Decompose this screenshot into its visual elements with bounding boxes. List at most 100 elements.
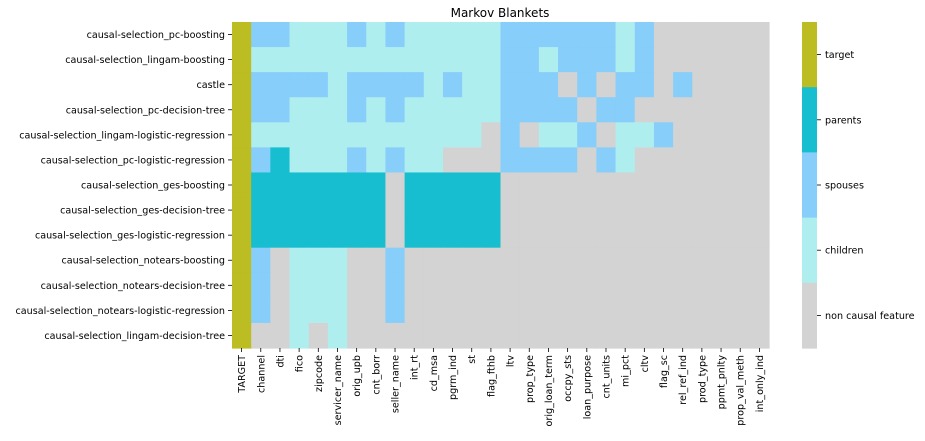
heatmap-cell-causal-selection-ges-decision-tree-cnt-units <box>596 197 617 224</box>
heatmap-cell-causal-selection-pc-logistic-regression-channel <box>251 147 271 174</box>
heatmap-cell-causal-selection-pc-decision-tree-zipcode <box>308 97 329 123</box>
heatmap-cell-causal-selection-notears-decision-tree-ltv <box>500 272 521 299</box>
heatmap-cell-causal-selection-notears-logistic-regression-target <box>232 297 252 324</box>
heatmap-cell-causal-selection-pc-logistic-regression-dti <box>270 147 291 174</box>
heatmap-cell-causal-selection-ges-decision-tree-channel <box>251 197 271 224</box>
column-label-st: st <box>467 355 478 364</box>
heatmap-cell-causal-selection-ges-decision-tree-cltv <box>634 197 655 224</box>
heatmap-cell-causal-selection-notears-logistic-regression-cnt-borr <box>366 297 387 324</box>
heatmap-cell-castle-flag-fthb <box>481 72 502 98</box>
column-label-target: TARGET <box>237 355 248 394</box>
column-label-cnt-borr: cnt_borr <box>371 355 382 395</box>
heatmap-cell-causal-selection-ges-boosting-cnt-borr <box>366 172 387 199</box>
heatmap-cell-causal-selection-ges-logistic-regression-dti <box>270 222 291 249</box>
heatmap-cell-causal-selection-pc-logistic-regression-cd-msa <box>423 147 444 174</box>
heatmap-cell-causal-selection-pc-logistic-regression-target <box>232 147 252 174</box>
heatmap-cell-causal-selection-lingam-boosting-channel <box>251 47 271 73</box>
heatmap-cell-causal-selection-ges-logistic-regression-prop-type <box>519 222 540 249</box>
heatmap-cell-causal-selection-notears-decision-tree-mi-pct <box>615 272 636 299</box>
heatmap-cell-causal-selection-ges-logistic-regression-fico <box>289 222 310 249</box>
heatmap-cell-causal-selection-ges-logistic-regression-st <box>462 222 482 249</box>
heatmap-cell-causal-selection-lingam-boosting-flag-sc <box>653 47 674 73</box>
heatmap-cell-causal-selection-ges-decision-tree-int-rt <box>404 197 425 224</box>
heatmap-cell-causal-selection-lingam-boosting-st <box>462 47 482 73</box>
heatmap-cell-causal-selection-lingam-boosting-zipcode <box>308 47 329 73</box>
heatmap-cell-castle-seller-name <box>385 72 406 98</box>
heatmap-cell-causal-selection-lingam-decision-tree-orig-loan-term <box>538 322 559 349</box>
column-label-cltv: cltv <box>640 355 651 373</box>
heatmap-cell-causal-selection-notears-logistic-regression-orig-loan-term <box>538 297 559 324</box>
row-label-causal-selection-notears-decision-tree: causal-selection_notears-decision-tree <box>41 281 225 292</box>
heatmap-cell-causal-selection-notears-boosting-cnt-borr <box>366 247 387 274</box>
heatmap-cell-causal-selection-ges-boosting-int-only-ind <box>749 172 770 199</box>
heatmap-cell-causal-selection-lingam-logistic-regression-int-only-ind <box>749 122 770 148</box>
heatmap-cell-causal-selection-notears-decision-tree-cltv <box>634 272 655 299</box>
heatmap-cell-causal-selection-notears-decision-tree-int-rt <box>404 272 425 299</box>
heatmap-cell-causal-selection-lingam-logistic-regression-seller-name <box>385 122 406 148</box>
heatmap-cell-causal-selection-pc-boosting-loan-purpose <box>577 22 597 48</box>
column-label-flag-sc: flag_sc <box>659 355 670 388</box>
heatmap-cell-causal-selection-lingam-decision-tree-seller-name <box>385 322 406 349</box>
heatmap-cell-causal-selection-ges-logistic-regression-ppmt-pnlty <box>711 222 732 249</box>
heatmap-cell-causal-selection-notears-boosting-fico <box>289 247 310 274</box>
heatmap-cell-causal-selection-notears-logistic-regression-servicer-name <box>327 297 348 324</box>
heatmap-cell-causal-selection-notears-decision-tree-cnt-borr <box>366 272 387 299</box>
heatmap-cell-causal-selection-lingam-decision-tree-dti <box>270 322 291 349</box>
heatmap-cell-causal-selection-ges-decision-tree-pgrm-ind <box>442 197 463 224</box>
heatmap-cell-causal-selection-lingam-boosting-seller-name <box>385 47 406 73</box>
heatmap-cell-causal-selection-pc-boosting-servicer-name <box>327 22 348 48</box>
column-label-pgrm-ind: pgrm_ind <box>448 355 459 400</box>
heatmap-cell-causal-selection-notears-decision-tree-target <box>232 272 252 299</box>
heatmap-cell-causal-selection-notears-boosting-mi-pct <box>615 247 636 274</box>
heatmap-cell-causal-selection-ges-boosting-pgrm-ind <box>442 172 463 199</box>
heatmap-cell-causal-selection-notears-logistic-regression-rel-ref-ind <box>673 297 693 324</box>
heatmap-cell-causal-selection-lingam-boosting-cd-msa <box>423 47 444 73</box>
heatmap-cell-causal-selection-pc-decision-tree-seller-name <box>385 97 406 123</box>
heatmap-cell-causal-selection-lingam-decision-tree-st <box>462 322 482 349</box>
heatmap-cell-causal-selection-ges-boosting-cltv <box>634 172 655 199</box>
heatmap-cell-causal-selection-pc-decision-tree-fico <box>289 97 310 123</box>
heatmap-cell-causal-selection-lingam-decision-tree-cltv <box>634 322 655 349</box>
heatmap-cell-causal-selection-ges-logistic-regression-target <box>232 222 252 249</box>
heatmap-cell-castle-cnt-units <box>596 72 617 98</box>
heatmap-cell-causal-selection-notears-boosting-cd-msa <box>423 247 444 274</box>
heatmap-cell-causal-selection-pc-logistic-regression-occpy-sts <box>558 147 578 174</box>
heatmap-cell-causal-selection-notears-boosting-prop-type <box>519 247 540 274</box>
heatmap-cell-causal-selection-pc-boosting-dti <box>270 22 291 48</box>
heatmap-cell-causal-selection-pc-logistic-regression-int-only-ind <box>749 147 770 174</box>
heatmap-cell-causal-selection-lingam-decision-tree-flag-fthb <box>481 322 502 349</box>
heatmap-cell-causal-selection-lingam-boosting-orig-upb <box>347 47 367 73</box>
colorbar-label-parents: parents <box>825 115 861 126</box>
heatmap-cell-castle-zipcode <box>308 72 329 98</box>
row-label-causal-selection-pc-logistic-regression: causal-selection_pc-logistic-regression <box>41 155 225 166</box>
heatmap-cell-causal-selection-pc-boosting-mi-pct <box>615 22 636 48</box>
column-label-flag-fthb: flag_fthb <box>486 355 497 397</box>
heatmap-cell-causal-selection-lingam-decision-tree-loan-purpose <box>577 322 597 349</box>
heatmap-cell-causal-selection-notears-logistic-regression-cnt-units <box>596 297 617 324</box>
heatmap-cell-causal-selection-lingam-decision-tree-int-only-ind <box>749 322 770 349</box>
heatmap-cell-castle-channel <box>251 72 271 98</box>
heatmap-cell-causal-selection-pc-logistic-regression-flag-sc <box>653 147 674 174</box>
heatmap-cell-causal-selection-notears-boosting-ppmt-pnlty <box>711 247 732 274</box>
heatmap-cell-causal-selection-ges-logistic-regression-servicer-name <box>327 222 348 249</box>
column-label-cd-msa: cd_msa <box>429 355 440 391</box>
heatmap-cell-causal-selection-ges-boosting-seller-name <box>385 172 406 199</box>
heatmap-cell-causal-selection-pc-logistic-regression-cnt-units <box>596 147 617 174</box>
heatmap-cell-causal-selection-lingam-logistic-regression-cnt-borr <box>366 122 387 148</box>
colorbar-label-target: target <box>825 50 854 61</box>
row-label-causal-selection-ges-logistic-regression: causal-selection_ges-logistic-regression <box>35 231 225 242</box>
heatmap-cell-causal-selection-ges-logistic-regression-pgrm-ind <box>442 222 463 249</box>
heatmap-cell-causal-selection-pc-decision-tree-channel <box>251 97 271 123</box>
heatmap-cell-causal-selection-notears-boosting-int-rt <box>404 247 425 274</box>
heatmap-cell-causal-selection-pc-decision-tree-ltv <box>500 97 521 123</box>
heatmap-cell-causal-selection-pc-logistic-regression-int-rt <box>404 147 425 174</box>
heatmap-cell-causal-selection-lingam-boosting-cnt-units <box>596 47 617 73</box>
heatmap-cell-causal-selection-lingam-logistic-regression-orig-upb <box>347 122 367 148</box>
heatmap-cell-causal-selection-notears-boosting-prop-val-meth <box>730 247 751 274</box>
heatmap-cell-causal-selection-notears-decision-tree-prop-type <box>519 272 540 299</box>
column-label-fico: fico <box>295 355 306 372</box>
heatmap-cell-causal-selection-notears-logistic-regression-int-rt <box>404 297 425 324</box>
heatmap-cell-causal-selection-pc-logistic-regression-loan-purpose <box>577 147 597 174</box>
heatmap-cell-causal-selection-ges-decision-tree-seller-name <box>385 197 406 224</box>
column-label-prop-type: prop_type <box>525 355 536 403</box>
